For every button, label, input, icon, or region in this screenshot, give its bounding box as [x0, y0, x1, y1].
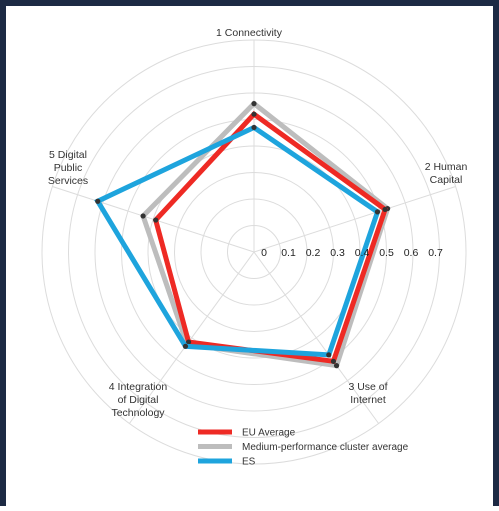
- data-point-eu-average-3: [330, 358, 337, 364]
- data-point-medium-performance-cluster-average-3: [333, 363, 340, 369]
- axis-label-5: 5 Digital: [49, 149, 87, 161]
- tick-label: 0: [261, 247, 267, 259]
- radar-series-layer: [94, 100, 391, 369]
- tick-label: 0.5: [379, 247, 394, 259]
- data-point-eu-average-5: [153, 217, 159, 223]
- legend-label-es: ES: [242, 457, 256, 468]
- axis-label-2: 2 Human: [425, 161, 468, 173]
- data-point-es-4: [182, 343, 189, 349]
- axis-label-5: Services: [48, 175, 88, 187]
- axis-label-2: Capital: [430, 174, 463, 186]
- axis-label-4: 4 Integration: [109, 381, 168, 393]
- spoke-3: [253, 251, 380, 424]
- tick-label: 0.3: [330, 247, 345, 259]
- data-point-eu-average-1: [251, 111, 257, 117]
- axis-label-5: Public: [54, 162, 83, 174]
- radar-chart: 0 0.1 0.2 0.3 0.4 0.5 0.6 0.7 1 Connectivity 2 H…: [41, 27, 468, 468]
- legend-label-medium-performance-cluster-average: Medium-performance cluster average: [242, 442, 409, 453]
- data-point-medium-performance-cluster-average-5: [140, 213, 146, 219]
- tick-label: 0.2: [306, 247, 321, 259]
- series-line-es: [94, 124, 381, 358]
- axis-label-3: 3 Use of: [348, 381, 387, 393]
- tick-label: 0.1: [281, 247, 296, 259]
- tick-label: 0.7: [428, 247, 443, 259]
- axis-label-3: Internet: [350, 394, 386, 406]
- data-point-eu-average-4: [185, 339, 192, 345]
- series-line-medium-performance-cluster-average: [140, 100, 391, 369]
- data-point-eu-average-2: [382, 206, 388, 213]
- data-point-es-3: [326, 352, 332, 358]
- radar-spokes: [52, 40, 456, 424]
- data-point-es-1: [251, 124, 257, 131]
- axis-label-4: of Digital: [118, 394, 159, 406]
- radar-tick-labels: 0 0.1 0.2 0.3 0.4 0.5 0.6 0.7: [261, 247, 443, 259]
- data-point-es-2: [374, 209, 381, 215]
- spoke-2: [253, 186, 456, 253]
- axis-label-1: 1 Connectivity: [216, 27, 283, 39]
- data-point-es-5: [95, 198, 101, 204]
- axis-label-4: Technology: [111, 407, 165, 419]
- legend-label-eu-average: EU Average: [242, 428, 296, 439]
- tick-label: 0.4: [355, 247, 370, 259]
- spoke-4: [128, 251, 255, 424]
- data-point-medium-performance-cluster-average-1: [251, 101, 257, 107]
- chart-legend: EU Average Medium-performance cluster ave…: [198, 428, 409, 468]
- tick-label: 0.6: [404, 247, 419, 259]
